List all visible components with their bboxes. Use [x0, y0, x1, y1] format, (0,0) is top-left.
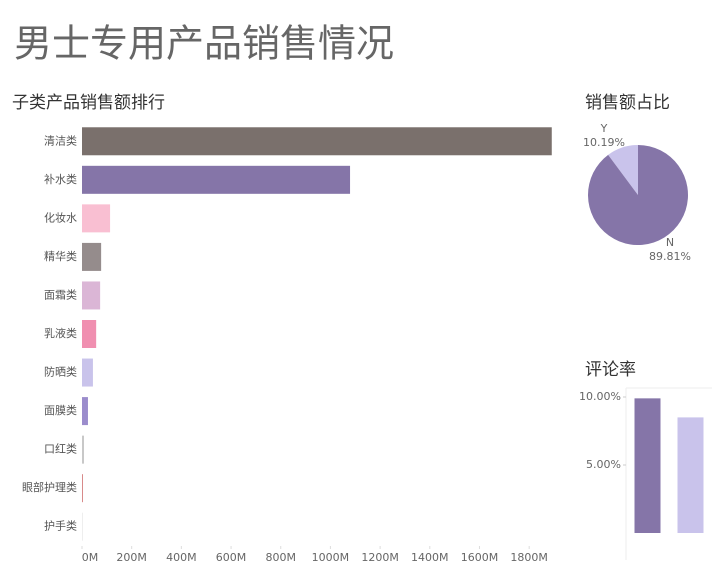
- bar: [677, 417, 704, 533]
- y-tick-label: 化妆水: [44, 210, 77, 224]
- bar: [82, 397, 88, 426]
- y-tick-label: 面霜类: [44, 287, 77, 301]
- slice-label: N: [666, 236, 674, 249]
- x-tick-label: 1600M: [461, 551, 499, 564]
- y-tick-label: 防晒类: [44, 365, 77, 379]
- bar: [634, 398, 661, 533]
- bar: [82, 281, 101, 310]
- x-tick-label: 200M: [116, 551, 147, 564]
- chart-title: 子类产品销售额排行: [12, 93, 165, 113]
- bar: [82, 435, 84, 464]
- bar: [82, 474, 83, 503]
- bar: [82, 127, 552, 156]
- page-title: 男士专用产品销售情况: [14, 22, 394, 66]
- pie-slice: [588, 145, 689, 246]
- bar: [82, 320, 97, 348]
- slice-label: Y: [600, 122, 608, 135]
- x-tick-label: 0M: [82, 551, 99, 564]
- x-tick-label: 800M: [265, 551, 296, 564]
- bar: [82, 512, 83, 541]
- y-tick-label: 面膜类: [44, 403, 77, 417]
- bar: [82, 358, 93, 387]
- bar: [82, 204, 111, 233]
- chart-title: 评论率: [585, 360, 636, 380]
- y-tick-label: 补水类: [44, 172, 77, 186]
- y-tick-label: 护手类: [44, 519, 77, 533]
- x-tick-label: 1400M: [411, 551, 449, 564]
- y-tick-label: 乳液类: [44, 326, 77, 340]
- y-tick-label: 10.00%: [579, 390, 621, 403]
- x-tick-label: 600M: [216, 551, 247, 564]
- value-label: 10.19%: [583, 136, 625, 149]
- x-tick-label: 1000M: [312, 551, 350, 564]
- y-tick-label: 口红类: [44, 442, 77, 456]
- bar: [82, 242, 102, 271]
- y-tick-label: 精华类: [44, 249, 77, 263]
- chart-title: 销售额占比: [585, 93, 670, 113]
- y-tick-label: 5.00%: [586, 458, 621, 471]
- x-tick-label: 400M: [166, 551, 197, 564]
- x-tick-label: 1800M: [510, 551, 548, 564]
- bar: [82, 165, 351, 194]
- y-tick-label: 清洁类: [44, 133, 77, 147]
- y-tick-label: 眼部护理类: [22, 480, 77, 494]
- pie-slice: [608, 145, 638, 195]
- value-label: 89.81%: [649, 250, 691, 263]
- x-tick-label: 1200M: [361, 551, 399, 564]
